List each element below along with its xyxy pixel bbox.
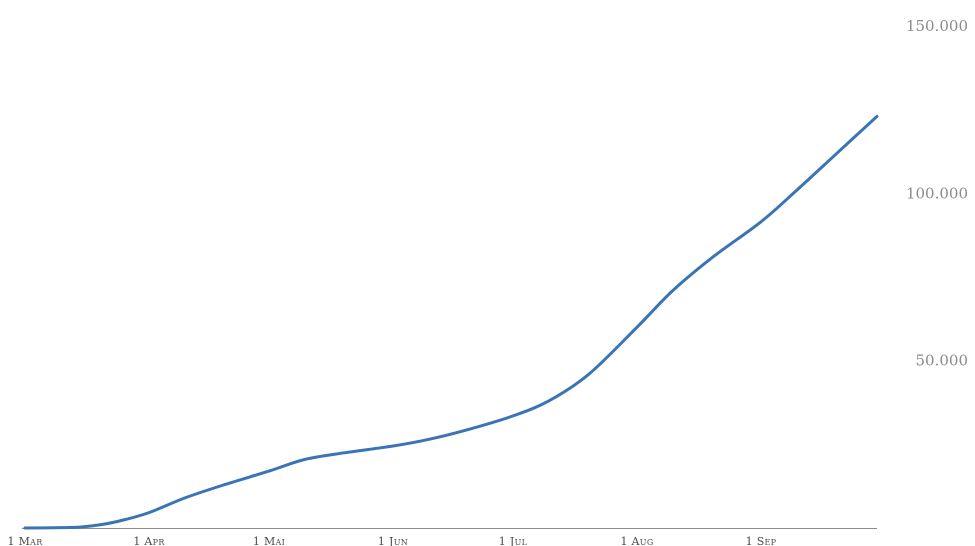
y-tick-label: 50.000 xyxy=(916,352,969,370)
x-tick-label: 1 Jul xyxy=(499,535,528,546)
x-tick-label: 1 Apr xyxy=(133,535,165,546)
x-tick-label: 1 Jun xyxy=(378,535,408,546)
y-tick-label: 150.000 xyxy=(906,17,968,35)
x-tick-label: 1 Aug xyxy=(620,535,653,546)
x-tick-label: 1 Mai xyxy=(253,535,285,546)
series-line xyxy=(23,114,879,530)
x-tick-label: 1 Sep xyxy=(746,535,777,546)
x-tick-label: 1 Mar xyxy=(7,535,43,546)
y-tick-label: 100.000 xyxy=(906,184,968,202)
x-axis-ticks: 1 Mar 1 Apr 1 Mai 1 Jun 1 Jul 1 Aug 1 Sep xyxy=(7,535,776,546)
y-axis-ticks: 150.000 100.000 50.000 xyxy=(906,17,968,370)
